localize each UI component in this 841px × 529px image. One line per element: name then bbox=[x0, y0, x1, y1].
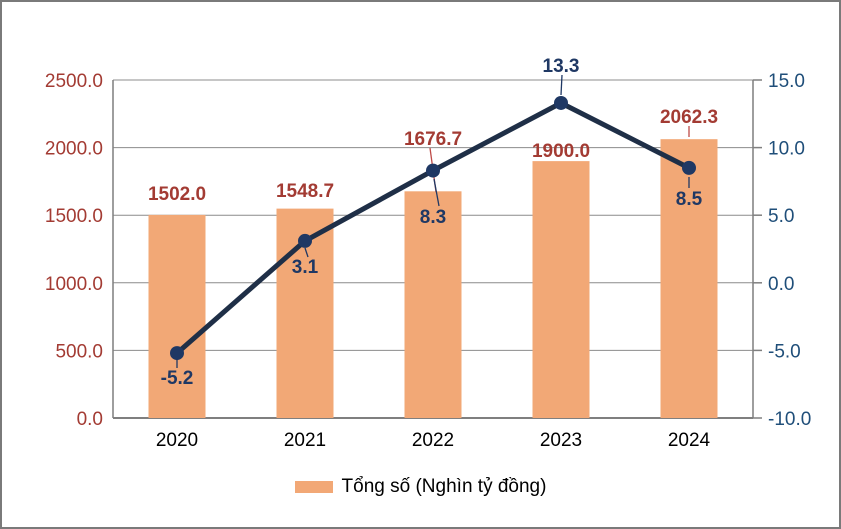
point-2021 bbox=[298, 233, 312, 248]
bar-2022 bbox=[404, 191, 462, 418]
left-axis-label: 2500.0 bbox=[45, 71, 103, 92]
legend-label: Tổng số (Nghìn tỷ đồng) bbox=[341, 476, 547, 497]
left-axis-label: 0.0 bbox=[77, 409, 103, 430]
bar-value-label: 2062.3 bbox=[660, 107, 718, 128]
category-label: 2024 bbox=[668, 430, 711, 451]
line-label-leader bbox=[304, 247, 309, 258]
bar-value-label: 1502.0 bbox=[148, 184, 206, 205]
right-axis-label: 10.0 bbox=[768, 139, 805, 160]
category-label: 2022 bbox=[412, 430, 454, 451]
bar-2020 bbox=[148, 214, 206, 418]
bar-value-label: 1548.7 bbox=[276, 181, 334, 202]
line-value-label: 8.5 bbox=[676, 189, 703, 210]
line-label-leader bbox=[560, 74, 563, 96]
legend-swatch-icon bbox=[294, 481, 333, 494]
left-axis-label: 2000.0 bbox=[45, 139, 103, 160]
left-axis-label: 1000.0 bbox=[45, 274, 103, 295]
point-2020 bbox=[170, 346, 184, 361]
legend: Tổng số (Nghìn tỷ đồng) bbox=[2, 476, 839, 498]
bar-value-label: 1676.7 bbox=[404, 129, 462, 150]
line-value-label: 8.3 bbox=[420, 207, 446, 228]
right-axis-label: 15.0 bbox=[768, 71, 805, 92]
line-value-label: 3.1 bbox=[292, 257, 319, 278]
right-axis-label: -10.0 bbox=[768, 409, 811, 430]
point-2023 bbox=[554, 95, 568, 110]
right-axis-label: 5.0 bbox=[768, 206, 794, 227]
left-axis-label: 1500.0 bbox=[45, 206, 103, 227]
left-axis-label: 500.0 bbox=[55, 341, 103, 362]
bar-2023 bbox=[532, 161, 590, 418]
point-2022 bbox=[426, 163, 440, 178]
line-value-label: 13.3 bbox=[543, 56, 580, 77]
right-axis-label: 0.0 bbox=[768, 274, 794, 295]
category-label: 2020 bbox=[156, 430, 198, 451]
line-value-label: -5.2 bbox=[161, 368, 194, 389]
category-label: 2023 bbox=[540, 430, 582, 451]
right-axis-label: -5.0 bbox=[768, 341, 801, 362]
line-label-leader bbox=[433, 178, 440, 207]
bar-value-label: 1900.0 bbox=[532, 141, 590, 162]
point-2024 bbox=[682, 160, 696, 175]
category-label: 2021 bbox=[284, 430, 326, 451]
